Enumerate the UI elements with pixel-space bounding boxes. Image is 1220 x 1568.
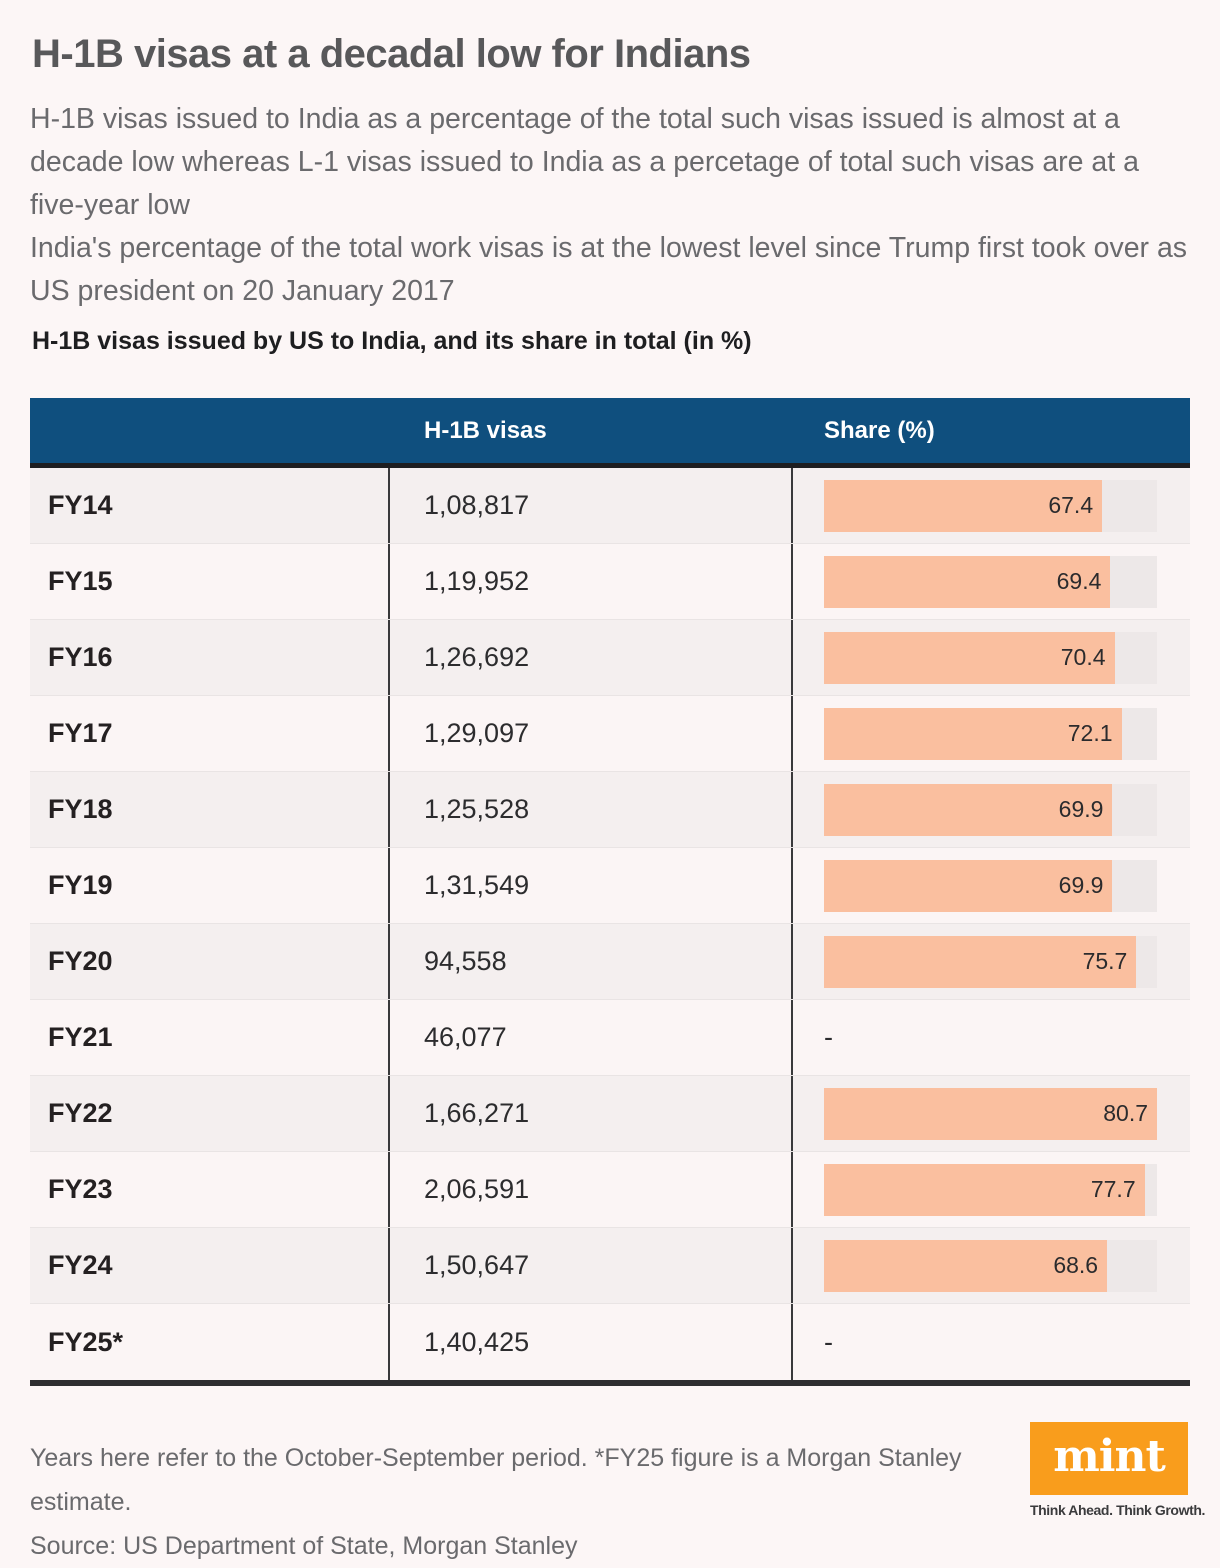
row-visas: 1,08,817: [390, 468, 793, 543]
share-value: 70.4: [1060, 644, 1106, 670]
row-year: FY16: [30, 620, 390, 695]
page-title: H-1B visas at a decadal low for Indians: [32, 32, 751, 76]
table-row: FY23 2,06,591 77.7 77.7: [30, 1152, 1190, 1228]
row-year: FY15: [30, 544, 390, 619]
mint-wordmark: mint: [1053, 1430, 1166, 1482]
visa-table: H-1B visas Share (%) FY14 1,08,817 67.4 …: [30, 398, 1190, 1386]
row-share-cell: 68.6 68.6: [793, 1228, 1190, 1303]
header-share-column: Share (%): [824, 416, 935, 444]
row-visas: 1,25,528: [390, 772, 793, 847]
row-year: FY23: [30, 1152, 390, 1227]
table-row: FY14 1,08,817 67.4 67.4: [30, 468, 1190, 544]
row-year: FY24: [30, 1228, 390, 1303]
share-bar: 69.9: [824, 783, 1113, 836]
footnote: Years here refer to the October-Septembe…: [30, 1444, 962, 1516]
row-share-cell: 69.4 69.4: [793, 544, 1190, 619]
row-share-cell: 70.4 70.4: [793, 620, 1190, 695]
share-bar-track: 75.7: [824, 935, 1157, 988]
row-visas: 1,26,692: [390, 620, 793, 695]
row-visas: 2,06,591: [390, 1152, 793, 1227]
share-value: 67.4: [1048, 492, 1094, 518]
row-year: FY20: [30, 924, 390, 999]
table-row: FY18 1,25,528 69.9 69.9: [30, 772, 1190, 848]
row-visas: 94,558: [390, 924, 793, 999]
share-value: 69.4: [1056, 568, 1102, 594]
table-row: FY17 1,29,097 72.1 72.1: [30, 696, 1190, 772]
row-share-cell: 72.1 72.1: [793, 696, 1190, 771]
table-header: H-1B visas Share (%): [30, 398, 1190, 468]
row-share-cell: - -: [793, 1304, 1190, 1380]
row-share-cell: 69.9 69.9: [793, 848, 1190, 923]
source-line: Source: US Department of State, Morgan S…: [30, 1532, 578, 1560]
share-value: 69.9: [1058, 796, 1104, 822]
share-value: 68.6: [1053, 1252, 1099, 1278]
row-share-cell: 67.4 67.4: [793, 468, 1190, 543]
footer: Years here refer to the October-Septembe…: [30, 1422, 1205, 1568]
row-year: FY17: [30, 696, 390, 771]
share-bar: 77.7: [824, 1163, 1145, 1216]
share-bar-track: 70.4: [824, 631, 1157, 684]
mint-logo: mint Think Ahead. Think Growth.: [1030, 1422, 1205, 1568]
share-bar-track: 69.4: [824, 555, 1157, 608]
header-visas-column: H-1B visas: [424, 416, 547, 444]
table-row: FY25* 1,40,425 - -: [30, 1304, 1190, 1380]
mint-logo-box: mint: [1030, 1422, 1188, 1495]
row-share-cell: 77.7 77.7: [793, 1152, 1190, 1227]
row-year: FY25*: [30, 1304, 390, 1380]
row-year: FY22: [30, 1076, 390, 1151]
footer-notes: Years here refer to the October-Septembe…: [30, 1422, 1030, 1568]
share-bar: 70.4: [824, 631, 1115, 684]
share-bar: 69.4: [824, 555, 1111, 608]
table-row: FY21 46,077 - -: [30, 1000, 1190, 1076]
table-row: FY24 1,50,647 68.6 68.6: [30, 1228, 1190, 1304]
share-bar-track: 77.7: [824, 1163, 1157, 1216]
chart-title: H-1B visas issued by US to India, and it…: [32, 327, 752, 355]
intro-text: H-1B visas issued to India as a percenta…: [30, 98, 1190, 313]
table-row: FY22 1,66,271 80.7 80.7: [30, 1076, 1190, 1152]
share-bar: 80.7: [824, 1087, 1157, 1140]
table-row: FY20 94,558 75.7 75.7: [30, 924, 1190, 1000]
share-bar-track: 80.7: [824, 1087, 1157, 1140]
share-empty: -: [824, 1326, 833, 1357]
mint-tagline: Think Ahead. Think Growth.: [1030, 1502, 1205, 1518]
table-row: FY19 1,31,549 69.9 69.9: [30, 848, 1190, 924]
row-visas: 46,077: [390, 1000, 793, 1075]
row-share-cell: 69.9 69.9: [793, 772, 1190, 847]
share-bar-track: 69.9: [824, 859, 1157, 912]
share-value: 80.7: [1103, 1100, 1148, 1126]
share-bar: 72.1: [824, 707, 1122, 760]
row-visas: 1,19,952: [390, 544, 793, 619]
share-value: 75.7: [1082, 948, 1128, 974]
share-bar-track: 69.9: [824, 783, 1157, 836]
share-bar: 67.4: [824, 479, 1103, 532]
row-year: FY21: [30, 1000, 390, 1075]
row-year: FY19: [30, 848, 390, 923]
share-value: 69.9: [1058, 872, 1104, 898]
row-visas: 1,66,271: [390, 1076, 793, 1151]
row-visas: 1,40,425: [390, 1304, 793, 1380]
row-share-cell: 75.7 75.7: [793, 924, 1190, 999]
subtitle-line-2: India's percentage of the total work vis…: [30, 232, 1188, 307]
row-visas: 1,50,647: [390, 1228, 793, 1303]
row-year: FY14: [30, 468, 390, 543]
subtitle-line-1: H-1B visas issued to India as a percenta…: [30, 103, 1139, 221]
share-value: 77.7: [1090, 1176, 1136, 1202]
share-empty: -: [824, 1022, 833, 1052]
share-bar: 68.6: [824, 1239, 1108, 1292]
row-visas: 1,29,097: [390, 696, 793, 771]
share-bar-track: 68.6: [824, 1239, 1157, 1292]
share-bar-track: 67.4: [824, 479, 1157, 532]
row-share-cell: - -: [793, 1000, 1190, 1075]
row-share-cell: 80.7 80.7: [793, 1076, 1190, 1151]
share-value: 72.1: [1067, 720, 1113, 746]
share-bar: 69.9: [824, 859, 1113, 912]
share-bar: 75.7: [824, 935, 1137, 988]
row-visas: 1,31,549: [390, 848, 793, 923]
row-year: FY18: [30, 772, 390, 847]
table-row: FY15 1,19,952 69.4 69.4: [30, 544, 1190, 620]
table-row: FY16 1,26,692 70.4 70.4: [30, 620, 1190, 696]
infographic: H-1B visas at a decadal low for Indians …: [0, 30, 1220, 1568]
share-bar-track: 72.1: [824, 707, 1157, 760]
